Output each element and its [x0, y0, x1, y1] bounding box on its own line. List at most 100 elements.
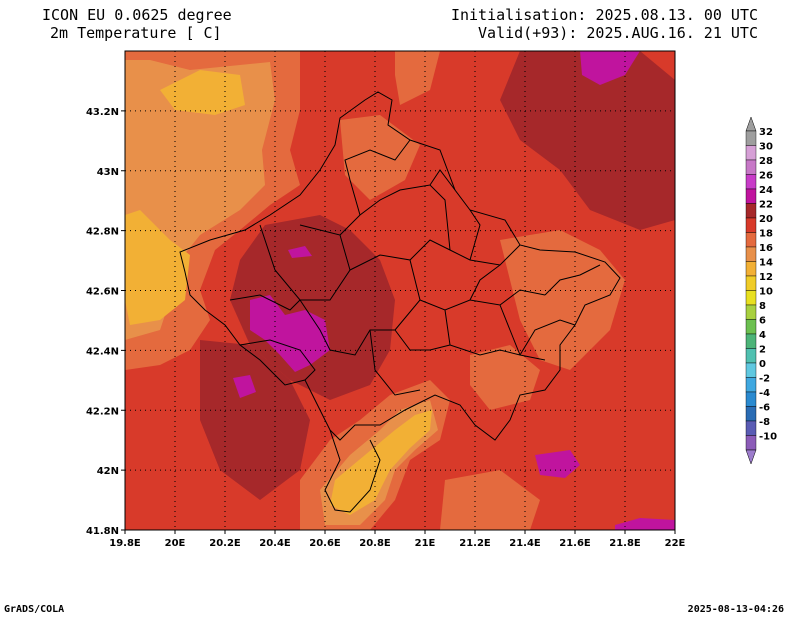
- lat-tick-label: 42.2N: [86, 406, 119, 417]
- initialisation-time: Initialisation: 2025.08.13. 00 UTC: [450, 6, 758, 24]
- colorbar-label: -2: [759, 374, 770, 385]
- colorbar-label: 32: [759, 127, 773, 138]
- colorbar-swatch: [745, 246, 757, 262]
- field-orange-top: [395, 51, 440, 105]
- variable-title: 2m Temperature [ C]: [50, 24, 222, 42]
- colorbar-swatch: [745, 275, 757, 291]
- lon-tick-label: 21E: [415, 538, 436, 549]
- region-border-7: [394, 329, 451, 351]
- colorbar-swatch: [745, 362, 757, 378]
- region-border-5: [419, 289, 546, 311]
- colorbar-swatch: [745, 435, 757, 451]
- colorbar-label: 6: [759, 316, 766, 327]
- lon-tick-label: 20.2E: [209, 538, 241, 549]
- region-border-18: [469, 264, 501, 301]
- region-border-12: [469, 209, 481, 261]
- field-magenta-ne: [580, 51, 640, 85]
- region-border-11: [429, 169, 456, 191]
- region-border-16: [519, 319, 576, 356]
- axis-tick-labels: 19.8E 20E 20.2E 20.4E 20.6E 20.8E 21E 21.2E 21.4…: [86, 107, 686, 549]
- lon-tick-label: 21.2E: [459, 538, 491, 549]
- region-border-10: [344, 139, 411, 216]
- colorbar-swatch: [745, 420, 757, 436]
- colorbar-swatch: [745, 203, 757, 219]
- lon-tick-label: 19.8E: [109, 538, 141, 549]
- lon-tick-label: 21.4E: [509, 538, 541, 549]
- footer-timestamp: 2025-08-13-04:26: [687, 604, 784, 615]
- colorbar-label: 12: [759, 272, 773, 283]
- colorbar-swatch: [745, 348, 757, 364]
- field-darkred-west: [230, 215, 395, 400]
- region-border-17: [499, 304, 521, 356]
- region-border-8: [369, 329, 421, 396]
- colorbar-swatch: [745, 174, 757, 190]
- field-orange-east: [500, 230, 625, 370]
- country-borders: [179, 91, 621, 513]
- colorbar-label: -10: [759, 432, 777, 443]
- field-orange-east2: [470, 345, 540, 410]
- colorbar-top-arrow: [745, 116, 757, 132]
- colorbar-label: 8: [759, 301, 766, 312]
- colorbar-label: 30: [759, 142, 773, 153]
- field-magenta-se: [535, 450, 580, 478]
- lon-tick-label: 20.4E: [259, 538, 291, 549]
- colorbar-label: -4: [759, 388, 770, 399]
- colorbar-swatch: [745, 130, 757, 146]
- colorbar-swatch: [745, 261, 757, 277]
- field-darkred-sw: [200, 340, 310, 500]
- title-block: ICON EU 0.0625 degree 2m Temperature [ C]: [42, 6, 232, 42]
- colorbar-label: -6: [759, 403, 770, 414]
- colorbar-swatch: [745, 188, 757, 204]
- colorbar-label: 10: [759, 287, 773, 298]
- lat-tick-label: 43.2N: [86, 107, 119, 118]
- region-border-14: [239, 339, 316, 381]
- colorbar-swatch: [745, 304, 757, 320]
- valid-time: Valid(+93): 2025.AUG.16. 21 UTC: [478, 24, 758, 42]
- region-border-4: [409, 239, 521, 266]
- lon-tick-label: 22E: [665, 538, 686, 549]
- colorbar-label: 2: [759, 345, 766, 356]
- colorbar-label: 22: [759, 200, 773, 211]
- field-magenta-se2: [615, 518, 675, 530]
- lon-tick-label: 20.8E: [359, 538, 391, 549]
- field-darkred-ne: [500, 51, 675, 230]
- field-orange-top2: [340, 115, 420, 200]
- colorbar-swatch: [745, 377, 757, 393]
- region-border-13: [229, 294, 301, 311]
- colorbar-swatch: [745, 217, 757, 233]
- colorbar-label: 18: [759, 229, 773, 240]
- colorbar-label: 28: [759, 156, 773, 167]
- colorbar-swatch: [745, 232, 757, 248]
- colorbar-swatch: [745, 159, 757, 175]
- region-border-6: [444, 309, 546, 361]
- colorbar-label: 14: [759, 258, 773, 269]
- colorbar-swatch: [745, 319, 757, 335]
- field-magenta-small: [288, 246, 312, 258]
- colorbar-label: 24: [759, 185, 773, 196]
- colorbar-label: 4: [759, 330, 766, 341]
- model-title: ICON EU 0.0625 degree: [42, 6, 232, 24]
- colorbar-swatch: [745, 391, 757, 407]
- colorbar-swatch: [745, 333, 757, 349]
- field-magenta-hotspot2: [233, 375, 256, 398]
- lat-tick-label: 43N: [97, 167, 119, 178]
- colorbar-swatch: [745, 145, 757, 161]
- lon-tick-label: 20E: [165, 538, 186, 549]
- lon-tick-label: 21.8E: [609, 538, 641, 549]
- colorbar-swatch: [745, 290, 757, 306]
- albania-border: [324, 429, 381, 513]
- field-yellow-south: [330, 410, 432, 515]
- colorbar-swatch: [745, 406, 757, 422]
- lat-tick-label: 41.8N: [86, 526, 119, 537]
- lat-tick-label: 42.4N: [86, 346, 119, 357]
- colorbar-label: 16: [759, 243, 773, 254]
- colorbar-label: -8: [759, 417, 770, 428]
- field-yellow-nw2: [125, 210, 190, 325]
- lat-tick-label: 42N: [97, 466, 119, 477]
- colorbar-label: 20: [759, 214, 773, 225]
- lat-tick-label: 42.6N: [86, 287, 119, 298]
- lat-tick-label: 42.8N: [86, 227, 119, 238]
- lon-tick-label: 20.6E: [309, 538, 341, 549]
